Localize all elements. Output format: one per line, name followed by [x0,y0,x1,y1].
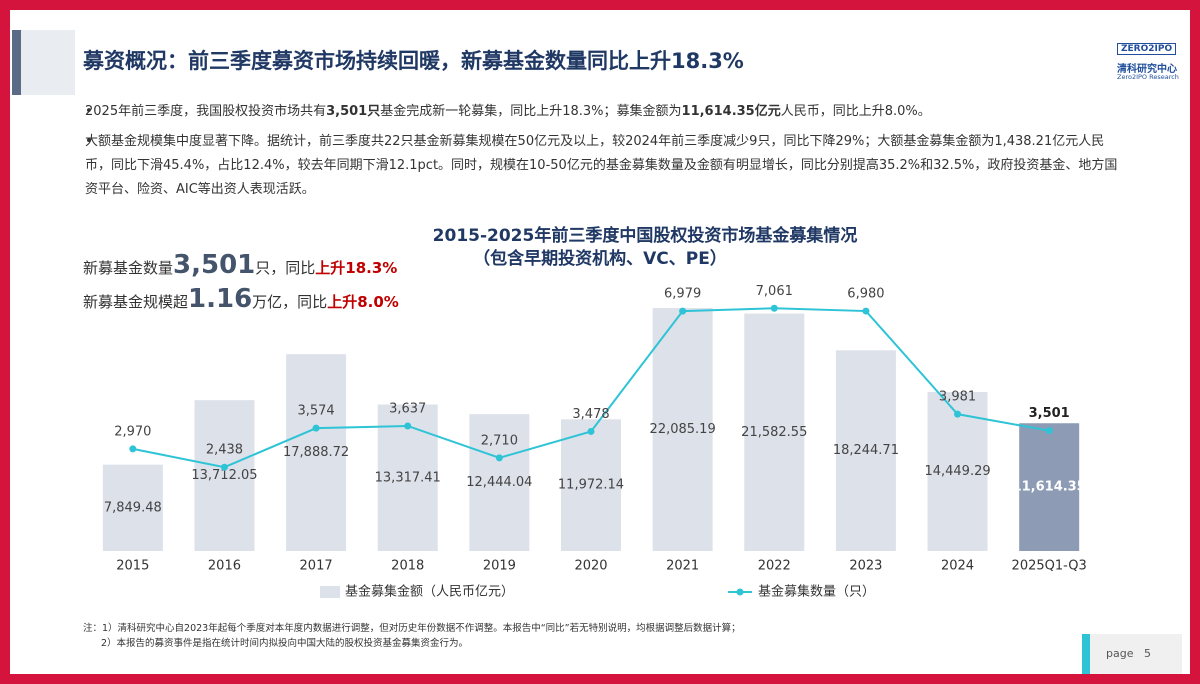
x-tick-label: 2015 [116,559,149,574]
legend-label: 基金募集数量（只） [758,584,875,600]
footer-accent [1082,634,1090,674]
bullet-run: 3,501只 [326,104,381,119]
bullet-run: 2025年前三季度，我国股权投资市场共有 [85,104,327,119]
bullet-text: 2025年前三季度，我国股权投资市场共有3,501只基金完成新一轮募集，同比上升… [85,100,1125,124]
x-tick-label: 2022 [758,559,791,574]
highlight-number: 3,501 [173,250,256,280]
bar [744,313,805,551]
highlight-suffix: 只，同比 [255,259,316,277]
bar [469,414,530,551]
title-accent [12,30,75,95]
page-number: 5 [1144,647,1151,660]
bar-value-label: 21,582.55 [741,425,807,440]
bar-value-label: 13,317.41 [375,470,441,485]
highlight-prefix: 新募基金数量 [83,259,174,277]
bar-value-label: 14,449.29 [924,464,990,479]
line-value-label: 2,970 [114,424,151,439]
line-point [679,307,687,315]
line-point [862,307,870,315]
x-tick-label: 2019 [483,559,516,574]
line-value-label: 2,438 [206,443,243,458]
logo-name: 清科研究中心 [1117,64,1177,75]
bar-value-label: 22,085.19 [650,422,716,437]
bullet-run: 11,614.35亿元 [681,104,781,119]
line-value-label: 3,981 [939,390,976,405]
bar [561,419,621,551]
bar [835,350,896,551]
title-accent-strip [12,30,21,95]
bar [652,308,713,551]
highlight-prefix: 新募基金规模超 [83,293,189,311]
highlight-change: 上升18.3% [315,259,398,277]
bullet-run: 人民币，同比上升8.0%。 [780,104,931,119]
bar [1019,423,1080,551]
legend-swatch-marker [736,588,744,596]
line-point [312,424,320,432]
line-point [404,422,412,430]
line-value-label: 3,501 [1029,406,1070,421]
bullet: 2025年前三季度，我国股权投资市场共有3,501只基金完成新一轮募集，同比上升… [85,100,1125,124]
legend-label: 基金募集金额（人民币亿元） [345,584,514,600]
bar [102,464,163,551]
x-tick-label: 2018 [391,559,424,574]
line-value-label: 7,061 [756,284,793,299]
page-label: page [1106,647,1134,660]
bar-value-label: 11,972.14 [558,478,624,493]
logo-mark: ZERO2IPO [1117,43,1177,55]
highlight-suffix: 万亿，同比 [252,293,328,311]
line-value-label: 3,574 [297,404,334,419]
line-point [129,445,137,453]
note: 注：1）清科研究中心自2023年起每个季度对本年度内数据进行调整，但对历史年份数… [83,623,741,634]
footer-box [1082,634,1182,674]
line-value-label: 3,637 [389,401,426,416]
bar-value-label: 18,244.71 [833,443,899,458]
slide-title: 募资概况：前三季度募资市场持续回暖，新募基金数量同比上升18.3% [83,49,744,73]
x-tick-label: 2021 [666,559,699,574]
bullet-run: 基金完成新一轮募集，同比上升18.3%；募集金额为 [380,104,682,119]
line-point [220,463,228,471]
line-value-label: 6,980 [847,287,884,302]
line-point [770,304,778,312]
bullet: 大额基金规模集中度显著下降。据统计，前三季度共22只基金新募集规模在50亿元及以… [85,130,1125,202]
x-tick-label: 2023 [849,559,882,574]
highlight-number: 1.16 [188,284,253,314]
line-value-label: 3,478 [572,407,609,422]
x-tick-label: 2025Q1-Q3 [1012,559,1087,574]
x-tick-label: 2020 [574,559,607,574]
line-point [495,454,503,462]
bar-value-label: 7,849.48 [104,500,162,515]
line-value-label: 2,710 [481,433,518,448]
line-value-label: 6,979 [664,287,701,302]
note: 2）本报告的募资事件是指在统计时间内拟投向中国大陆的股权投资基金募集资金行为。 [101,638,469,649]
x-tick-label: 2016 [208,559,241,574]
highlight: 新募基金规模超1.16万亿，同比上升8.0% [83,284,399,314]
chart-subtitle: （包含早期投资机构、VC、PE） [473,248,727,269]
chart-title: 2015-2025年前三季度中国股权投资市场基金募集情况 [433,225,858,246]
legend-swatch [320,586,340,598]
x-tick-label: 2017 [300,559,333,574]
bullet-text: 大额基金规模集中度显著下降。据统计，前三季度共22只基金新募集规模在50亿元及以… [85,130,1125,202]
bar-value-label: 13,712.05 [191,468,257,483]
x-tick-label: 2024 [941,559,974,574]
bar-value-label: 17,888.72 [283,445,349,460]
line-point [1045,427,1053,435]
line-point [954,410,962,418]
bar [286,354,347,551]
bar [194,400,255,551]
bullet-run: 大额基金规模集中度显著下降。据统计，前三季度共22只基金新募集规模在50亿元及以… [85,134,1118,197]
logo-sub: Zero2IPO Research [1117,73,1179,81]
highlight-change: 上升8.0% [327,293,399,311]
bar-value-label: 12,444.04 [466,475,532,490]
highlight: 新募基金数量3,501只，同比上升18.3% [83,250,397,280]
bar-value-label: 11,614.35 [1013,480,1086,495]
line-point [587,427,595,435]
